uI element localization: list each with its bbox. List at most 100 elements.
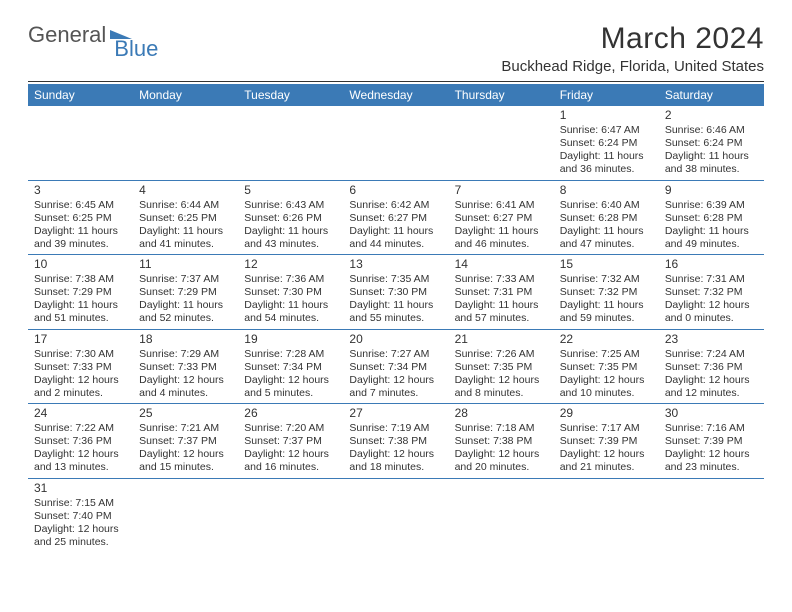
day-number: 23	[665, 332, 758, 347]
sunset-text: Sunset: 7:34 PM	[244, 361, 337, 374]
sunset-text: Sunset: 7:32 PM	[560, 286, 653, 299]
sunrise-text: Sunrise: 6:41 AM	[455, 199, 548, 212]
sunset-text: Sunset: 7:35 PM	[455, 361, 548, 374]
day-number: 11	[139, 257, 232, 272]
daylight-text: Daylight: 11 hours and 39 minutes.	[34, 225, 127, 251]
calendar-day-cell: 14Sunrise: 7:33 AMSunset: 7:31 PMDayligh…	[449, 255, 554, 330]
sunrise-text: Sunrise: 7:28 AM	[244, 348, 337, 361]
sunset-text: Sunset: 7:37 PM	[244, 435, 337, 448]
sunset-text: Sunset: 7:31 PM	[455, 286, 548, 299]
sunrise-text: Sunrise: 6:46 AM	[665, 124, 758, 137]
daylight-text: Daylight: 11 hours and 59 minutes.	[560, 299, 653, 325]
calendar-day-cell: 12Sunrise: 7:36 AMSunset: 7:30 PMDayligh…	[238, 255, 343, 330]
sunset-text: Sunset: 7:38 PM	[349, 435, 442, 448]
sunset-text: Sunset: 6:25 PM	[34, 212, 127, 225]
calendar-week-row: 1Sunrise: 6:47 AMSunset: 6:24 PMDaylight…	[28, 106, 764, 180]
calendar-empty-cell	[133, 478, 238, 552]
sunset-text: Sunset: 7:33 PM	[34, 361, 127, 374]
sunrise-text: Sunrise: 7:27 AM	[349, 348, 442, 361]
calendar-day-cell: 10Sunrise: 7:38 AMSunset: 7:29 PMDayligh…	[28, 255, 133, 330]
sunrise-text: Sunrise: 6:45 AM	[34, 199, 127, 212]
weekday-header: Wednesday	[343, 84, 448, 106]
sunrise-text: Sunrise: 7:21 AM	[139, 422, 232, 435]
day-number: 28	[455, 406, 548, 421]
sunrise-text: Sunrise: 7:25 AM	[560, 348, 653, 361]
sunset-text: Sunset: 7:36 PM	[34, 435, 127, 448]
day-number: 30	[665, 406, 758, 421]
daylight-text: Daylight: 11 hours and 46 minutes.	[455, 225, 548, 251]
daylight-text: Daylight: 12 hours and 13 minutes.	[34, 448, 127, 474]
daylight-text: Daylight: 11 hours and 57 minutes.	[455, 299, 548, 325]
calendar-week-row: 3Sunrise: 6:45 AMSunset: 6:25 PMDaylight…	[28, 180, 764, 255]
calendar-empty-cell	[449, 478, 554, 552]
calendar-day-cell: 20Sunrise: 7:27 AMSunset: 7:34 PMDayligh…	[343, 329, 448, 404]
daylight-text: Daylight: 11 hours and 38 minutes.	[665, 150, 758, 176]
sunset-text: Sunset: 7:36 PM	[665, 361, 758, 374]
sunrise-text: Sunrise: 6:43 AM	[244, 199, 337, 212]
sunrise-text: Sunrise: 6:44 AM	[139, 199, 232, 212]
sunrise-text: Sunrise: 7:20 AM	[244, 422, 337, 435]
daylight-text: Daylight: 11 hours and 55 minutes.	[349, 299, 442, 325]
calendar-day-cell: 6Sunrise: 6:42 AMSunset: 6:27 PMDaylight…	[343, 180, 448, 255]
day-number: 26	[244, 406, 337, 421]
day-number: 19	[244, 332, 337, 347]
sunset-text: Sunset: 7:30 PM	[349, 286, 442, 299]
calendar-day-cell: 17Sunrise: 7:30 AMSunset: 7:33 PMDayligh…	[28, 329, 133, 404]
daylight-text: Daylight: 12 hours and 16 minutes.	[244, 448, 337, 474]
sunrise-text: Sunrise: 7:22 AM	[34, 422, 127, 435]
weekday-header: Monday	[133, 84, 238, 106]
sunset-text: Sunset: 7:38 PM	[455, 435, 548, 448]
sunrise-text: Sunrise: 6:47 AM	[560, 124, 653, 137]
calendar-day-cell: 16Sunrise: 7:31 AMSunset: 7:32 PMDayligh…	[659, 255, 764, 330]
calendar-empty-cell	[449, 106, 554, 180]
sunrise-text: Sunrise: 7:31 AM	[665, 273, 758, 286]
daylight-text: Daylight: 12 hours and 20 minutes.	[455, 448, 548, 474]
daylight-text: Daylight: 12 hours and 21 minutes.	[560, 448, 653, 474]
sunrise-text: Sunrise: 7:19 AM	[349, 422, 442, 435]
calendar-week-row: 10Sunrise: 7:38 AMSunset: 7:29 PMDayligh…	[28, 255, 764, 330]
day-number: 8	[560, 183, 653, 198]
sunrise-text: Sunrise: 7:26 AM	[455, 348, 548, 361]
calendar-day-cell: 2Sunrise: 6:46 AMSunset: 6:24 PMDaylight…	[659, 106, 764, 180]
calendar-day-cell: 30Sunrise: 7:16 AMSunset: 7:39 PMDayligh…	[659, 404, 764, 479]
day-number: 9	[665, 183, 758, 198]
daylight-text: Daylight: 11 hours and 47 minutes.	[560, 225, 653, 251]
sunset-text: Sunset: 7:35 PM	[560, 361, 653, 374]
sunset-text: Sunset: 6:25 PM	[139, 212, 232, 225]
location: Buckhead Ridge, Florida, United States	[501, 58, 764, 75]
daylight-text: Daylight: 11 hours and 41 minutes.	[139, 225, 232, 251]
calendar-empty-cell	[343, 478, 448, 552]
calendar-day-cell: 4Sunrise: 6:44 AMSunset: 6:25 PMDaylight…	[133, 180, 238, 255]
sunset-text: Sunset: 7:39 PM	[560, 435, 653, 448]
day-number: 14	[455, 257, 548, 272]
top-rule	[28, 81, 764, 82]
day-number: 20	[349, 332, 442, 347]
calendar-table: SundayMondayTuesdayWednesdayThursdayFrid…	[28, 84, 764, 552]
sunrise-text: Sunrise: 6:42 AM	[349, 199, 442, 212]
calendar-day-cell: 19Sunrise: 7:28 AMSunset: 7:34 PMDayligh…	[238, 329, 343, 404]
sunrise-text: Sunrise: 7:32 AM	[560, 273, 653, 286]
day-number: 4	[139, 183, 232, 198]
daylight-text: Daylight: 12 hours and 10 minutes.	[560, 374, 653, 400]
sunrise-text: Sunrise: 7:35 AM	[349, 273, 442, 286]
daylight-text: Daylight: 11 hours and 54 minutes.	[244, 299, 337, 325]
calendar-empty-cell	[343, 106, 448, 180]
calendar-day-cell: 29Sunrise: 7:17 AMSunset: 7:39 PMDayligh…	[554, 404, 659, 479]
calendar-day-cell: 21Sunrise: 7:26 AMSunset: 7:35 PMDayligh…	[449, 329, 554, 404]
month-title: March 2024	[501, 22, 764, 56]
day-number: 31	[34, 481, 127, 496]
weekday-header: Sunday	[28, 84, 133, 106]
daylight-text: Daylight: 12 hours and 25 minutes.	[34, 523, 127, 549]
calendar-day-cell: 31Sunrise: 7:15 AMSunset: 7:40 PMDayligh…	[28, 478, 133, 552]
calendar-empty-cell	[133, 106, 238, 180]
calendar-header-row: SundayMondayTuesdayWednesdayThursdayFrid…	[28, 84, 764, 106]
sunrise-text: Sunrise: 7:30 AM	[34, 348, 127, 361]
header: General Blue March 2024 Buckhead Ridge, …	[28, 22, 764, 75]
calendar-day-cell: 1Sunrise: 6:47 AMSunset: 6:24 PMDaylight…	[554, 106, 659, 180]
day-number: 15	[560, 257, 653, 272]
day-number: 1	[560, 108, 653, 123]
sunset-text: Sunset: 6:26 PM	[244, 212, 337, 225]
calendar-day-cell: 7Sunrise: 6:41 AMSunset: 6:27 PMDaylight…	[449, 180, 554, 255]
day-number: 24	[34, 406, 127, 421]
sunset-text: Sunset: 7:29 PM	[34, 286, 127, 299]
